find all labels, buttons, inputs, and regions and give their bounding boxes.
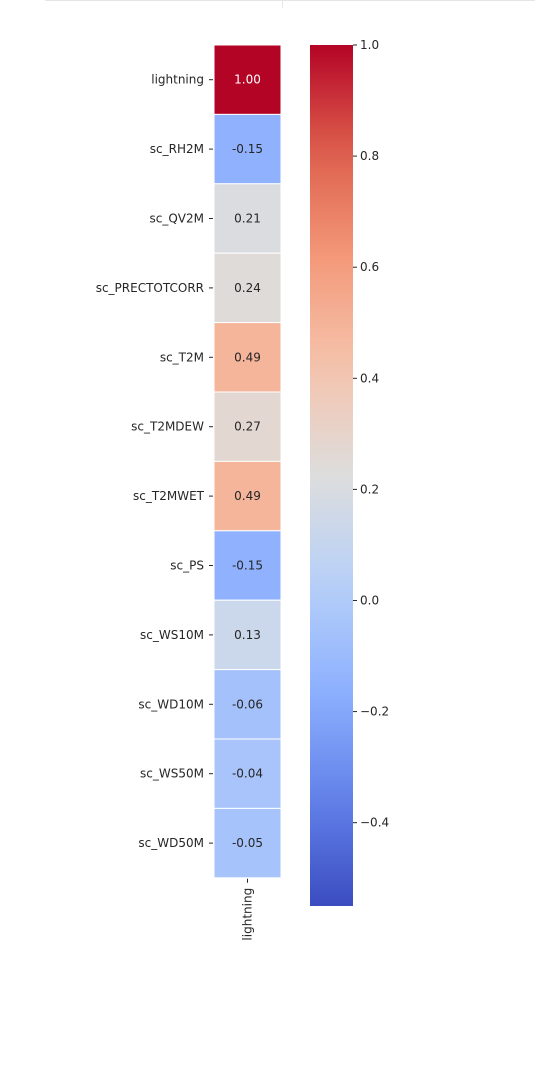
row-tick-label: sc_T2M bbox=[160, 350, 204, 364]
row-tick-label: sc_WD50M bbox=[138, 836, 204, 850]
row-tick-label: sc_T2MDEW bbox=[131, 420, 204, 434]
heatmap-cell bbox=[213, 460, 282, 532]
colorbar-tick-label: 0.0 bbox=[360, 593, 379, 607]
colorbar-gradient bbox=[310, 45, 353, 906]
heatmap-cell bbox=[213, 669, 282, 740]
colorbar-tick-label: −0.2 bbox=[360, 705, 389, 719]
heatmap-cell bbox=[213, 599, 282, 671]
cell-value-label: 0.24 bbox=[234, 281, 261, 295]
top-divider-split bbox=[282, 0, 283, 8]
colorbar-tick-label: 1.0 bbox=[360, 38, 379, 52]
heatmap-cell bbox=[213, 807, 282, 879]
heatmap-cell bbox=[213, 738, 282, 809]
cell-value-label: 1.00 bbox=[234, 73, 261, 87]
heatmap-cell bbox=[213, 391, 282, 462]
row-tick-label: sc_WD10M bbox=[138, 697, 204, 711]
row-tick-label: sc_T2MWET bbox=[133, 489, 205, 503]
colorbar-tick-label: 0.6 bbox=[360, 260, 379, 274]
heatmap-cell bbox=[213, 252, 282, 324]
cell-value-label: 0.27 bbox=[234, 420, 261, 434]
cell-value-label: -0.04 bbox=[232, 767, 263, 781]
cell-value-label: 0.49 bbox=[234, 350, 261, 364]
heatmap-cell bbox=[213, 44, 282, 115]
heatmap-grid: 1.00 lightning -0.15 sc_RH2M 0.21 sc_QV2M 0.24… bbox=[96, 44, 282, 941]
colorbar-tick-label: 0.4 bbox=[360, 371, 379, 385]
heatmap-cell bbox=[213, 530, 282, 601]
heatmap-cell bbox=[213, 183, 282, 254]
row-tick-label: sc_WS50M bbox=[140, 767, 204, 781]
row-tick-label: lightning bbox=[151, 73, 204, 87]
cell-value-label: 0.13 bbox=[234, 628, 261, 642]
row-tick-label: sc_PRECTOTCORR bbox=[96, 281, 204, 295]
colorbar-tick-label: −0.4 bbox=[360, 816, 389, 830]
top-divider bbox=[45, 0, 535, 1]
row-tick-label: sc_RH2M bbox=[150, 142, 204, 156]
row-tick-label: sc_WS10M bbox=[140, 628, 204, 642]
colorbar-tick-label: 0.2 bbox=[360, 482, 379, 496]
cell-value-label: 0.21 bbox=[234, 212, 261, 226]
colorbar-tick-label: 0.8 bbox=[360, 149, 379, 163]
cell-value-label: -0.05 bbox=[232, 836, 263, 850]
cell-value-label: -0.15 bbox=[232, 142, 263, 156]
row-tick-label: sc_QV2M bbox=[150, 212, 205, 226]
colorbar: 1.0 0.8 0.6 0.4 0.2 0.0 −0.2 −0.4 bbox=[310, 38, 389, 906]
cell-value-label: 0.49 bbox=[234, 489, 261, 503]
column-tick-label: lightning bbox=[241, 888, 255, 941]
row-tick-label: sc_PS bbox=[170, 559, 204, 573]
cell-value-label: -0.15 bbox=[232, 559, 263, 573]
cell-value-label: -0.06 bbox=[232, 697, 263, 711]
